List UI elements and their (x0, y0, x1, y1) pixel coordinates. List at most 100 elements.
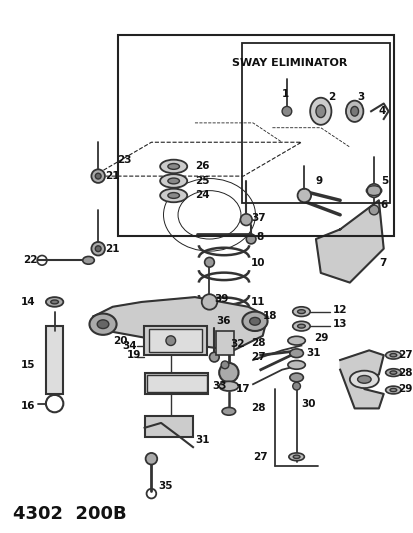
Text: 27: 27 (397, 350, 412, 360)
Circle shape (218, 363, 238, 382)
Circle shape (366, 184, 380, 197)
Text: 35: 35 (158, 481, 172, 491)
Ellipse shape (345, 101, 363, 122)
Circle shape (368, 205, 378, 215)
Text: 31: 31 (306, 348, 320, 358)
Text: 6: 6 (380, 200, 387, 210)
Ellipse shape (297, 324, 304, 328)
Text: 9: 9 (315, 176, 322, 186)
Circle shape (246, 234, 255, 244)
Text: 3: 3 (357, 92, 364, 102)
Ellipse shape (315, 105, 325, 118)
Polygon shape (339, 350, 383, 408)
Ellipse shape (249, 318, 260, 325)
Ellipse shape (51, 300, 58, 304)
Circle shape (221, 361, 228, 369)
Circle shape (91, 242, 105, 255)
Text: 39: 39 (214, 294, 228, 304)
Text: 28: 28 (251, 403, 265, 414)
Text: 27: 27 (252, 452, 267, 462)
Circle shape (95, 173, 101, 179)
Circle shape (145, 453, 157, 465)
Text: 1: 1 (281, 89, 289, 99)
Text: 32: 32 (230, 338, 244, 349)
Text: 29: 29 (397, 384, 412, 394)
Text: 24: 24 (195, 190, 209, 200)
Ellipse shape (160, 160, 187, 173)
Circle shape (292, 382, 300, 390)
Text: 21: 21 (105, 244, 119, 254)
Circle shape (166, 336, 175, 345)
Text: 12: 12 (332, 305, 346, 314)
Bar (216, 331, 233, 355)
Ellipse shape (288, 453, 304, 461)
Ellipse shape (287, 336, 304, 345)
Text: 23: 23 (117, 155, 132, 165)
Polygon shape (315, 200, 383, 282)
Bar (148, 329, 201, 352)
Ellipse shape (389, 371, 396, 374)
Text: 8: 8 (255, 232, 263, 242)
Text: 7: 7 (378, 258, 385, 268)
Ellipse shape (350, 107, 358, 116)
Bar (144, 373, 207, 394)
Text: 28: 28 (397, 368, 412, 377)
Ellipse shape (389, 353, 396, 357)
Ellipse shape (195, 318, 252, 335)
Text: 13: 13 (332, 319, 346, 329)
Text: 4302  200B: 4302 200B (13, 505, 127, 522)
Text: 36: 36 (216, 316, 230, 326)
Ellipse shape (289, 349, 303, 358)
Ellipse shape (167, 178, 179, 184)
Bar (144, 416, 192, 438)
Ellipse shape (289, 373, 303, 382)
Circle shape (209, 352, 218, 362)
Text: SWAY ELIMINATOR: SWAY ELIMINATOR (232, 59, 347, 68)
Ellipse shape (287, 360, 304, 369)
Ellipse shape (242, 312, 267, 331)
Ellipse shape (83, 256, 94, 264)
Text: 16: 16 (21, 400, 35, 410)
Text: 20: 20 (112, 336, 127, 346)
Ellipse shape (357, 376, 370, 383)
Ellipse shape (309, 98, 331, 125)
Text: 37: 37 (251, 213, 265, 223)
Ellipse shape (349, 370, 378, 388)
Circle shape (281, 107, 291, 116)
Ellipse shape (46, 297, 63, 307)
Text: 25: 25 (195, 176, 209, 186)
Text: 28: 28 (251, 337, 265, 348)
Text: 33: 33 (212, 381, 226, 391)
Text: 17: 17 (235, 384, 249, 394)
Text: 30: 30 (301, 399, 315, 409)
Text: 34: 34 (122, 341, 137, 351)
Ellipse shape (167, 164, 179, 169)
Circle shape (204, 257, 214, 267)
Ellipse shape (297, 310, 304, 313)
Ellipse shape (97, 320, 109, 328)
Text: 21: 21 (105, 171, 119, 181)
Bar (241, 43, 389, 203)
Text: 19: 19 (127, 350, 141, 360)
Text: 11: 11 (251, 297, 265, 307)
Text: 14: 14 (21, 297, 35, 307)
Ellipse shape (385, 386, 400, 394)
Polygon shape (93, 297, 267, 350)
Bar (46, 326, 63, 394)
Circle shape (297, 189, 310, 202)
Ellipse shape (292, 307, 309, 317)
Text: 2: 2 (328, 92, 335, 102)
Text: 5: 5 (380, 176, 387, 186)
Circle shape (240, 214, 252, 225)
Text: 10: 10 (251, 258, 265, 268)
Ellipse shape (218, 381, 238, 391)
Ellipse shape (389, 389, 396, 392)
Ellipse shape (160, 174, 187, 188)
Ellipse shape (221, 407, 235, 415)
Text: 31: 31 (195, 435, 209, 446)
Circle shape (95, 246, 101, 252)
Text: 18: 18 (262, 311, 277, 321)
Circle shape (91, 169, 105, 183)
Ellipse shape (292, 321, 309, 331)
Ellipse shape (167, 192, 179, 198)
